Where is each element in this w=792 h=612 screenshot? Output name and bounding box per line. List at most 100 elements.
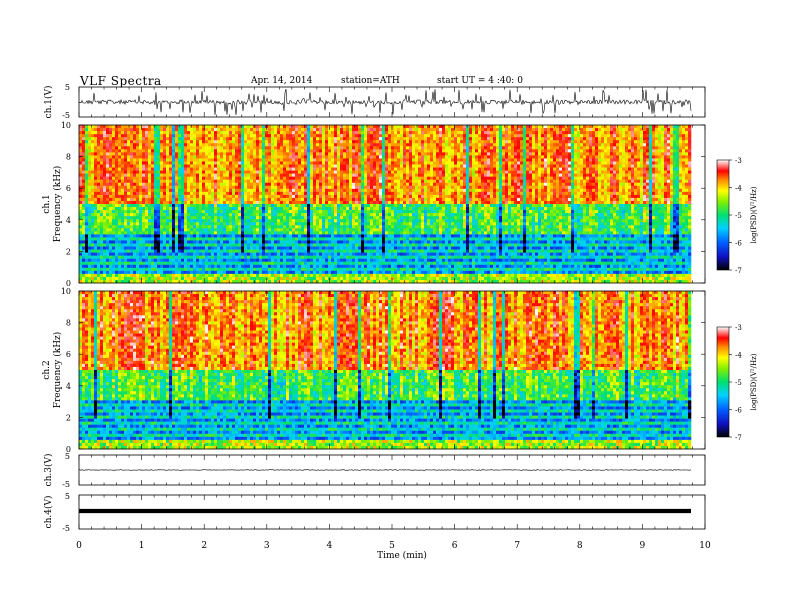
spectrogram-cell — [172, 228, 175, 231]
spectrogram-cell — [109, 140, 112, 143]
spectrogram-cell — [103, 259, 106, 262]
spectrogram-cell — [325, 192, 328, 195]
spectrogram-cell — [346, 177, 349, 180]
spectrogram-cell — [118, 231, 121, 234]
spectrogram-cell — [334, 128, 337, 131]
spectrogram-cell — [133, 165, 136, 168]
spectrogram-cell — [187, 216, 190, 219]
spectrogram-cell — [190, 222, 193, 225]
spectrogram-cell — [241, 180, 244, 183]
spectrogram-cell — [289, 204, 292, 207]
spectrogram-cell — [340, 204, 343, 207]
spectrogram-cell — [223, 140, 226, 143]
spectrogram-cell — [283, 183, 286, 186]
spectrogram-cell — [151, 204, 154, 207]
spectrogram-cell — [217, 161, 220, 164]
spectrogram-cell — [346, 253, 349, 256]
spectrogram-cell — [223, 131, 226, 134]
spectrogram-cell — [241, 253, 244, 256]
spectrogram-cell — [274, 228, 277, 231]
spectrogram-cell — [235, 137, 238, 140]
spectrogram-cell — [337, 137, 340, 140]
spectrogram-cell — [145, 216, 148, 219]
spectrogram-cell — [175, 140, 178, 143]
spectrogram-cell — [79, 168, 82, 171]
spectrogram-cell — [166, 201, 169, 204]
spectrogram-cell — [91, 201, 94, 204]
spectrogram-cell — [163, 265, 166, 268]
spectrogram-cell — [238, 180, 241, 183]
spectrogram-cell — [259, 216, 262, 219]
spectrogram-cell — [304, 137, 307, 140]
spectrogram-cell — [148, 201, 151, 204]
spectrogram-cell — [172, 234, 175, 237]
spectrogram-cell — [283, 271, 286, 274]
spectrogram-cell — [349, 171, 352, 174]
spectrogram-cell — [328, 207, 331, 210]
spectrogram-cell — [157, 204, 160, 207]
spectrogram-cell — [235, 207, 238, 210]
spectrogram-cell — [214, 228, 217, 231]
spectrogram-cell — [106, 158, 109, 161]
spectrogram-cell — [235, 171, 238, 174]
spectrogram-cell — [202, 183, 205, 186]
ch1-waveform-panel: 5 -5 ch.1(V) — [43, 83, 705, 120]
spectrogram-cell — [319, 219, 322, 222]
spectrogram-cell — [346, 244, 349, 247]
spectrogram-cell — [172, 125, 175, 128]
spectrogram-cell — [256, 149, 259, 152]
spectrogram-cell — [241, 213, 244, 216]
spectrogram-cell — [142, 259, 145, 262]
spectrogram-cell — [232, 195, 235, 198]
spectrogram-cell — [301, 198, 304, 201]
spectrogram-cell — [148, 234, 151, 237]
spectrogram-cell — [157, 274, 160, 277]
spectrogram-cell — [82, 256, 85, 259]
spectrogram-cell — [214, 152, 217, 155]
spectrogram-cell — [229, 225, 232, 228]
spectrogram-cell — [184, 265, 187, 268]
spectrogram-cell — [280, 234, 283, 237]
spectrogram-cell — [172, 277, 175, 280]
spectrogram-cell — [166, 189, 169, 192]
spectrogram-cell — [229, 231, 232, 234]
spectrogram-cell — [148, 177, 151, 180]
spectrogram-cell — [319, 274, 322, 277]
spectrogram-cell — [172, 237, 175, 240]
spectrogram-cell — [346, 268, 349, 271]
spectrogram-cell — [289, 192, 292, 195]
spectrogram-cell — [235, 231, 238, 234]
spectrogram-cell — [277, 186, 280, 189]
spectrogram-cell — [196, 195, 199, 198]
spectrogram-cell — [103, 204, 106, 207]
spectrogram-cell — [310, 192, 313, 195]
spectrogram-cell — [265, 253, 268, 256]
spectrogram-cell — [307, 186, 310, 189]
spectrogram-cell — [226, 131, 229, 134]
spectrogram-cell — [304, 274, 307, 277]
spectrogram-cell — [94, 277, 97, 280]
spectrogram-cell — [331, 158, 334, 161]
spectrogram-cell — [280, 140, 283, 143]
spectrogram-cell — [145, 222, 148, 225]
spectrogram-cell — [280, 256, 283, 259]
spectrogram-cell — [292, 225, 295, 228]
spectrogram-cell — [355, 219, 358, 222]
spectrogram-cell — [160, 165, 163, 168]
spectrogram-cell — [130, 253, 133, 256]
spectrogram-cell — [151, 177, 154, 180]
spectrogram-cell — [229, 228, 232, 231]
spectrogram-cell — [202, 143, 205, 146]
spectrogram-cell — [214, 262, 217, 265]
spectrogram-cell — [97, 204, 100, 207]
spectrogram-cell — [358, 234, 361, 237]
spectrogram-cell — [97, 149, 100, 152]
spectrogram-cell — [325, 213, 328, 216]
spectrogram-cell — [97, 198, 100, 201]
spectrogram-cell — [244, 180, 247, 183]
spectrogram-cell — [289, 134, 292, 137]
spectrogram-cell — [148, 253, 151, 256]
spectrogram-cell — [118, 256, 121, 259]
spectrogram-cell — [214, 155, 217, 158]
spectrogram-cell — [301, 186, 304, 189]
